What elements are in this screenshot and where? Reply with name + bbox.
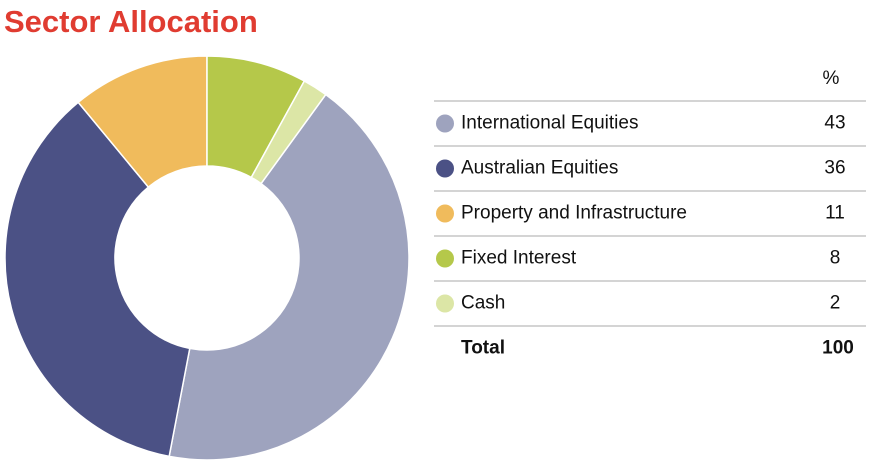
legend-swatch [436, 294, 454, 313]
category-label: Australian Equities [461, 158, 618, 179]
value-label: 2 [830, 293, 841, 314]
category-label: Property and Infrastructure [461, 203, 687, 224]
value-label: 36 [824, 158, 845, 179]
slice [250, 79, 327, 185]
value-label: 8 [830, 248, 841, 269]
legend-swatch [436, 249, 454, 268]
chart-title: Sector Allocation [4, 4, 258, 39]
slice [168, 93, 410, 461]
legend-swatch [436, 114, 454, 133]
category-label: Fixed Interest [461, 248, 577, 269]
value-label: 43 [824, 113, 845, 134]
total-value: 100 [822, 338, 854, 359]
total-label: Total [461, 338, 505, 359]
slice [4, 101, 191, 458]
value-header: % [823, 68, 840, 89]
category-label: International Equities [461, 113, 638, 134]
value-label: 11 [825, 203, 845, 224]
donut [4, 55, 410, 461]
legend-swatch [436, 204, 454, 223]
category-label: Cash [461, 293, 505, 314]
legend-table: International Equities 43 Australian Equit… [434, 100, 866, 359]
legend-swatch [436, 159, 454, 178]
